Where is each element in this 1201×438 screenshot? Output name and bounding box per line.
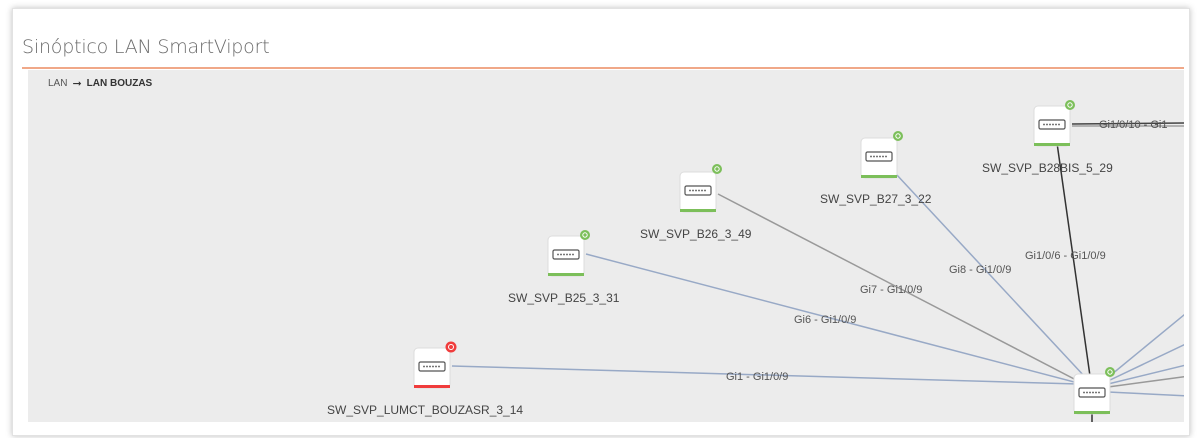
status-alarm-icon: [445, 341, 457, 353]
switch-node[interactable]: [679, 164, 722, 213]
switch-node[interactable]: [860, 131, 903, 179]
arrow-right-icon: ➞: [72, 78, 82, 90]
switch-node[interactable]: [413, 341, 457, 389]
link-core-offscreen-2[interactable]: [1107, 342, 1190, 382]
links-layer: [451, 122, 1190, 422]
page-title: Sinóptico LAN SmartViport: [22, 36, 270, 58]
link-labels: Gi1 - Gi1/0/9 Gi6 - Gi1/0/9 Gi7 - Gi1/0/…: [726, 119, 1167, 383]
link-label: Gi1/0/6 - Gi1/0/9: [1025, 250, 1106, 262]
breadcrumb-root[interactable]: LAN: [48, 78, 68, 89]
link-label: Gi1 - Gi1/0/9: [726, 371, 788, 383]
link-n1-core[interactable]: [451, 365, 1079, 385]
link-label: Gi1/0/10 - Gi1: [1099, 119, 1167, 131]
node-label: SW_SVP_LUMCT_BOUZASR_3_14: [327, 403, 523, 417]
link-n2-core[interactable]: [585, 253, 1079, 384]
breadcrumb: LAN ➞ LAN BOUZAS: [48, 77, 152, 90]
link-core-offscreen-3[interactable]: [1107, 364, 1190, 385]
node-label: SW_SVP_B25_3_31: [508, 291, 620, 305]
link-label: Gi6 - Gi1/0/9: [794, 314, 856, 326]
core-switch-node[interactable]: [1073, 367, 1115, 415]
link-n3-core[interactable]: [717, 193, 1081, 383]
status-ok-icon: [1065, 100, 1075, 110]
topology-canvas[interactable]: [28, 70, 1184, 422]
node-label: SW_SVP_B26_3_49: [640, 227, 752, 241]
node-label: SW_SVP_B28BIS_5_29: [982, 161, 1113, 175]
link-label: Gi8 - Gi1/0/9: [949, 264, 1011, 276]
link-n5-core[interactable]: [1056, 142, 1091, 377]
link-n4-core[interactable]: [895, 173, 1087, 379]
link-core-offscreen-1[interactable]: [1105, 310, 1190, 380]
link-core-offscreen-5[interactable]: [1107, 391, 1190, 397]
status-ok-icon: [580, 230, 590, 240]
link-n5-offscreen-a[interactable]: [1071, 122, 1190, 125]
link-core-offscreen-4[interactable]: [1107, 376, 1190, 388]
link-label: Gi7 - Gi1/0/9: [860, 284, 922, 296]
status-ok-icon: [1105, 367, 1115, 377]
breadcrumb-current: LAN BOUZAS: [86, 78, 153, 89]
switch-node[interactable]: [547, 230, 590, 277]
switch-node[interactable]: [1033, 100, 1075, 147]
node-label: SW_SVP_B27_3_22: [820, 192, 932, 206]
status-ok-icon: [712, 164, 722, 174]
status-ok-icon: [893, 131, 903, 141]
title-divider: [22, 67, 1184, 69]
